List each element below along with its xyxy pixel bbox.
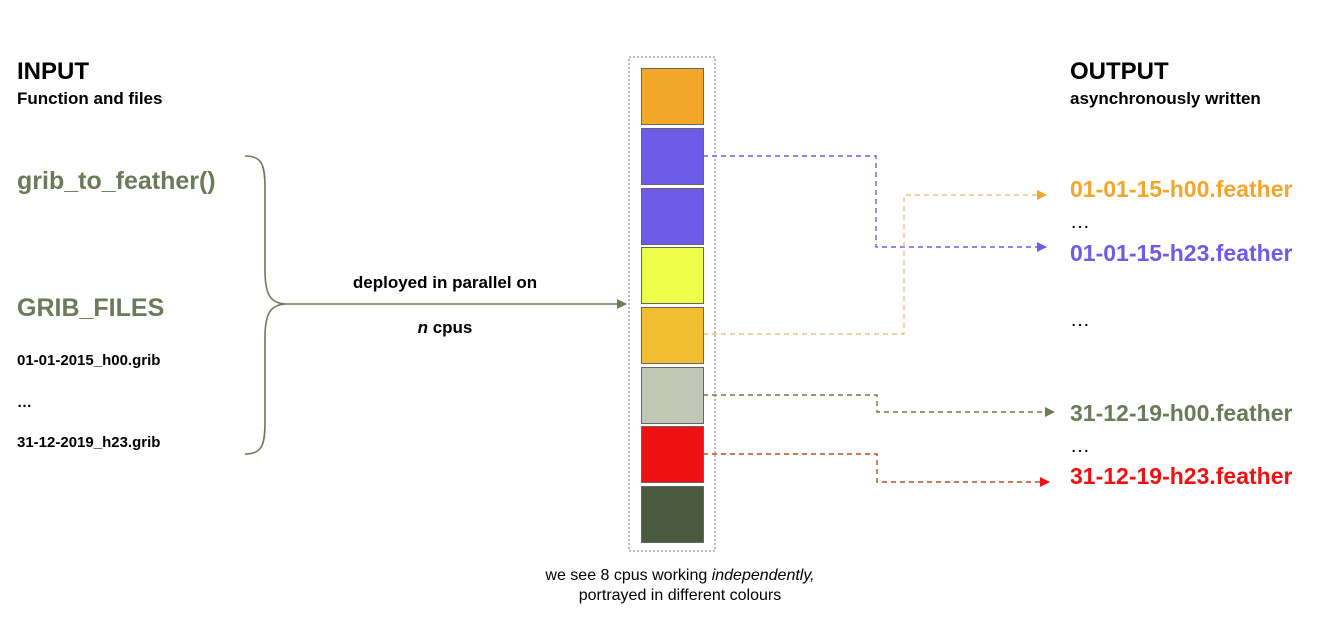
deploy-label-line2: n cpus [330,319,560,336]
deploy-label-line1: deployed in parallel on [352,273,538,292]
input-file-last: 31-12-2019_h23.grib [17,434,161,451]
caption-line2: portrayed in different colours [578,587,782,604]
cpu-box-4 [641,247,704,304]
input-file-ellipsis: … [17,394,32,411]
cpu-box-8 [641,486,704,543]
cpu-caption: we see 8 cpus working independently, por… [490,566,870,606]
output-ellipsis-3: … [1070,435,1090,457]
connector-red [703,453,1050,487]
cpu-frame [628,56,716,552]
caption-line1: we see 8 cpus working independently, [490,566,870,586]
output-ellipsis-2: … [1070,309,1090,331]
cpu-box-1 [641,68,704,125]
deploy-label-cpus: cpus [427,318,473,337]
cpu-box-2 [641,128,704,185]
input-heading: INPUT [17,58,89,85]
cpu-box-3 [641,188,704,245]
connector-purple [703,155,1047,252]
connector-orange [703,190,1047,335]
cpu-box-7 [641,426,704,483]
output-heading: OUTPUT [1070,58,1169,85]
output-subheading: asynchronously written [1070,89,1261,108]
deploy-label-n: n [417,318,428,337]
input-brace [244,155,288,455]
connector-olive [703,394,1055,417]
output-file-4: 31-12-19-h23.feather [1070,463,1293,489]
function-name: grib_to_feather() [17,167,216,195]
input-file-first: 01-01-2015_h00.grib [17,352,161,369]
cpu-box-6 [641,367,704,424]
output-file-3: 31-12-19-h00.feather [1070,400,1293,426]
output-ellipsis-1: … [1070,211,1090,233]
output-file-2: 01-01-15-h23.feather [1070,240,1293,266]
cpu-box-5 [641,307,704,364]
caption-line1-plain: we see 8 cpus working [545,567,712,584]
output-file-1: 01-01-15-h00.feather [1070,176,1293,202]
input-subheading: Function and files [17,89,163,108]
caption-line1-italic: independently, [711,567,815,584]
grib-files-label: GRIB_FILES [17,294,165,322]
